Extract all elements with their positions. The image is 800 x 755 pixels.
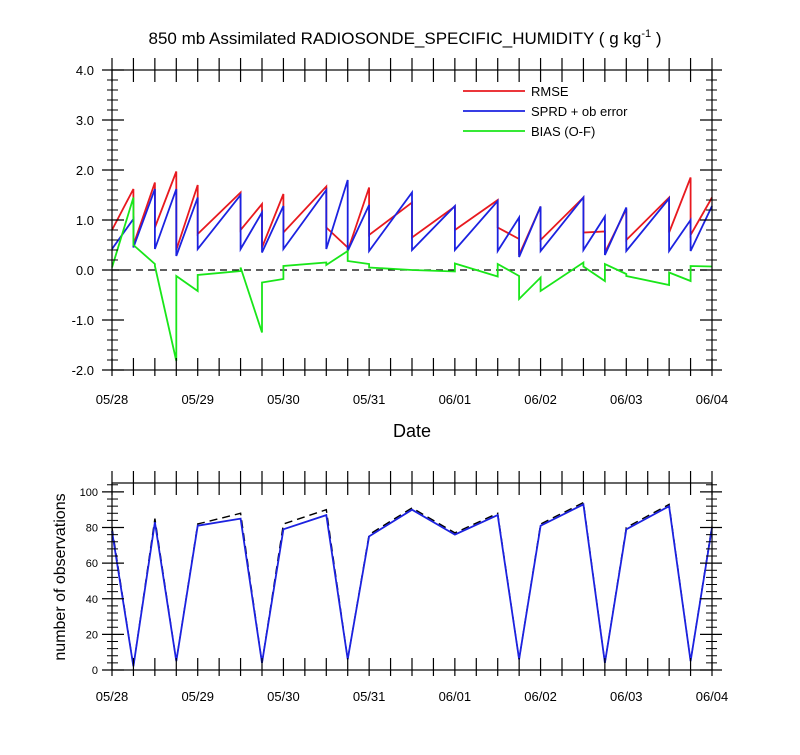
- bottom-x-tick-label: 05/28: [96, 689, 129, 704]
- series-line-bias-o-f: [111, 197, 713, 362]
- top-plot-series-layer: [111, 171, 713, 362]
- top-y-tick-label: 0.0: [76, 263, 94, 278]
- bottom-y-tick-label: 40: [86, 594, 98, 606]
- series-line-sprd-ob-error: [111, 179, 713, 258]
- bottom-plot-y-axis-label: number of observations: [52, 493, 69, 660]
- bottom-x-tick-label: 06/03: [610, 689, 643, 704]
- top-y-tick-label: 2.0: [76, 163, 94, 178]
- top-x-tick-label: 05/30: [267, 392, 300, 407]
- top-x-tick-label: 06/03: [610, 392, 643, 407]
- top-y-tick-label: -2.0: [72, 363, 94, 378]
- bottom-y-tick-label: 0: [92, 665, 98, 677]
- bottom-plot-ticks: [102, 471, 722, 676]
- bottom-y-tick-label: 100: [80, 487, 98, 499]
- obs-count-line-possible: [111, 501, 713, 667]
- top-y-tick-label: 4.0: [76, 63, 94, 78]
- bottom-plot-y-tick-labels: 0 20 40 60 80 100: [80, 487, 98, 677]
- top-y-tick-label: -1.0: [72, 313, 94, 328]
- top-y-tick-label: 3.0: [76, 113, 94, 128]
- legend-label: RMSE: [531, 84, 569, 99]
- bottom-x-tick-label: 06/04: [696, 689, 729, 704]
- bottom-x-tick-label: 05/30: [267, 689, 300, 704]
- top-x-tick-label: 05/28: [96, 392, 129, 407]
- chart-title: 850 mb Assimilated RADIOSONDE_SPECIFIC_H…: [149, 28, 662, 48]
- bottom-plot-series-layer: [111, 501, 713, 667]
- bottom-y-tick-label: 20: [86, 629, 98, 641]
- top-x-tick-label: 06/02: [524, 392, 557, 407]
- top-plot-ticks: [102, 58, 722, 376]
- top-x-tick-label: 06/04: [696, 392, 729, 407]
- top-x-tick-label: 05/29: [181, 392, 214, 407]
- top-plot-x-axis-label: Date: [393, 421, 431, 441]
- bottom-plot-frame: [111, 482, 713, 671]
- legend-label: BIAS (O-F): [531, 124, 595, 139]
- legend: RMSE SPRD + ob error BIAS (O-F): [463, 84, 628, 139]
- top-x-tick-label: 05/31: [353, 392, 386, 407]
- bottom-x-tick-label: 06/02: [524, 689, 557, 704]
- bottom-y-tick-label: 60: [86, 558, 98, 570]
- top-plot-x-tick-labels: 05/28 05/29 05/30 05/31 06/01 06/02 06/03 06/04: [96, 392, 729, 407]
- bottom-plot-x-tick-labels: 05/28 05/29 05/30 05/31 06/01 06/02 06/03 06/04: [96, 689, 729, 704]
- bottom-y-tick-label: 80: [86, 523, 98, 535]
- top-plot-y-tick-labels: -2.0 -1.0 0.0 1.0 2.0 3.0 4.0: [72, 63, 94, 378]
- bottom-x-tick-label: 05/31: [353, 689, 386, 704]
- top-x-tick-label: 06/01: [439, 392, 472, 407]
- bottom-x-tick-label: 06/01: [439, 689, 472, 704]
- bottom-x-tick-label: 05/29: [181, 689, 214, 704]
- top-y-tick-label: 1.0: [76, 213, 94, 228]
- obs-count-line-assimilated: [111, 503, 713, 667]
- legend-label: SPRD + ob error: [531, 104, 628, 119]
